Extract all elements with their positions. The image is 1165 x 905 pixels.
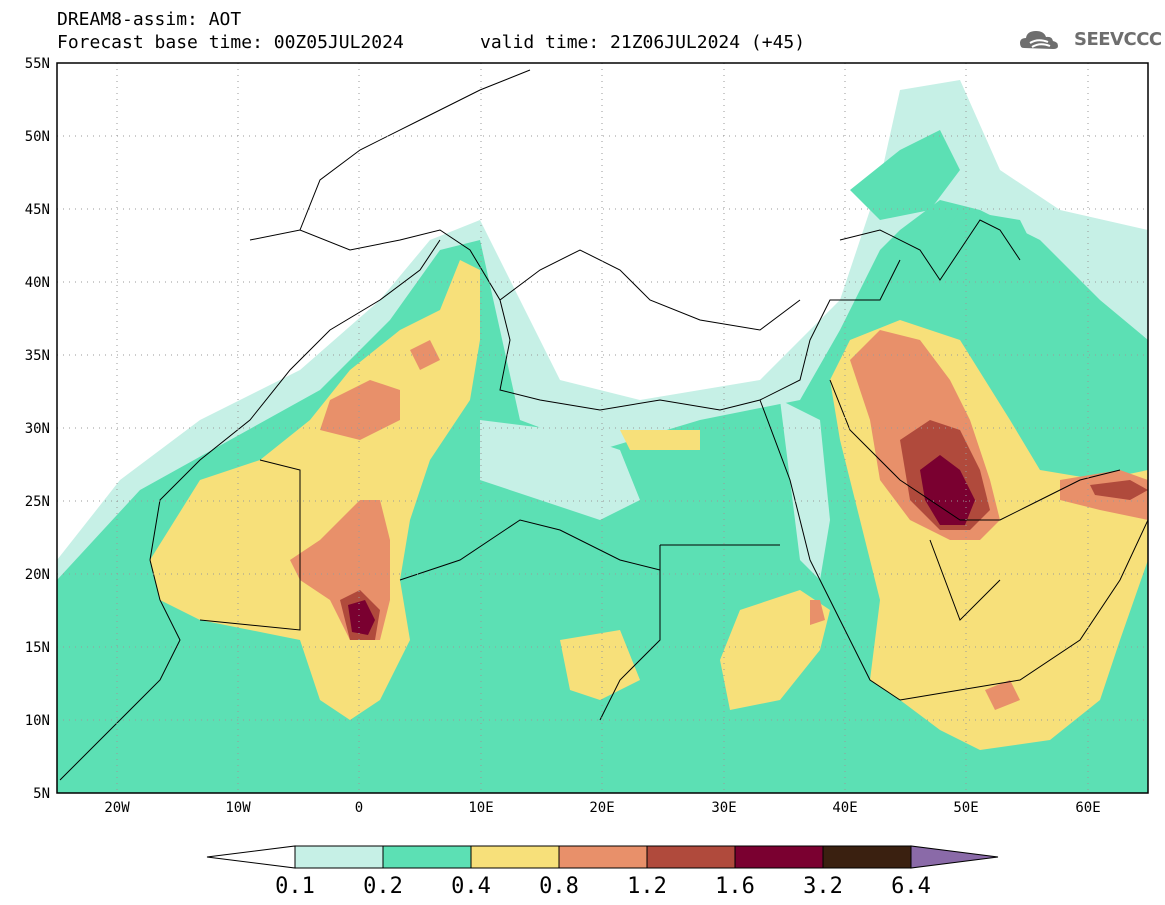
lat-tick: 10N	[25, 713, 50, 729]
aot-clear-redsea	[780, 400, 830, 580]
lon-axis: 20W 10W 0 10E 20E 30E 40E 50E 60E	[104, 800, 1100, 816]
aot-fields	[57, 63, 1148, 793]
colorbar-labels: 0.1 0.2 0.4 0.8 1.2 1.6 3.2 6.4	[275, 874, 931, 899]
lat-tick: 30N	[25, 421, 50, 437]
colorbar	[206, 845, 999, 869]
logo-text: SEEVCCC	[1074, 29, 1162, 50]
colorbar-segment	[558, 845, 648, 869]
aot-level-0.8-north	[410, 340, 440, 370]
lat-tick: 20N	[25, 567, 50, 583]
lon-tick: 20E	[589, 800, 614, 816]
aot-level-0.8-yemen	[985, 680, 1020, 710]
lon-tick: 0	[355, 800, 363, 816]
colorbar-label: 0.2	[363, 874, 403, 899]
aot-level-1.6-mali	[348, 600, 375, 635]
colorbar-label: 1.6	[715, 874, 755, 899]
colorbar-segment	[910, 845, 999, 869]
map-title: DREAM8-assim: AOT	[57, 9, 242, 30]
colorbar-segment	[734, 845, 824, 869]
aot-level-0.8-algeria	[320, 380, 400, 440]
colorbar-label: 6.4	[891, 874, 931, 899]
valid-time: valid time: 21Z06JUL2024 (+45)	[480, 32, 806, 53]
aot-level-1.6	[920, 455, 975, 525]
colorbar-segment	[646, 845, 736, 869]
lon-tick: 10E	[468, 800, 493, 816]
lat-tick: 35N	[25, 348, 50, 364]
aot-level-0.4-mediterranean	[620, 430, 700, 450]
aot-level-0.2-caspian	[940, 210, 1040, 290]
coastlines	[59, 69, 1148, 781]
forecast-base-time: Forecast base time: 00Z05JUL2024	[57, 32, 404, 53]
colorbar-segment	[294, 845, 384, 869]
lat-tick: 55N	[25, 56, 50, 72]
map-frame	[56, 62, 1149, 794]
colorbar-label: 3.2	[803, 874, 843, 899]
aot-level-0.4-sudan	[720, 590, 830, 710]
lat-axis: 55N 50N 45N 40N 35N 30N 25N 20N 15N 10N …	[25, 56, 50, 802]
colorbar-label: 0.4	[451, 874, 491, 899]
aot-level-0.2-north	[850, 130, 960, 220]
colorbar-label: 1.2	[627, 874, 667, 899]
lon-tick: 20W	[104, 800, 130, 816]
lon-tick: 10W	[225, 800, 251, 816]
colorbar-label: 0.8	[539, 874, 579, 899]
lon-tick: 40E	[832, 800, 857, 816]
lon-tick: 60E	[1075, 800, 1100, 816]
lat-tick: 40N	[25, 275, 50, 291]
aot-level-0.4	[150, 260, 480, 720]
colorbar-segment	[822, 845, 912, 869]
lat-tick: 15N	[25, 640, 50, 656]
aot-level-0.8-ethiopia	[810, 600, 825, 625]
lon-tick: 50E	[953, 800, 978, 816]
colorbar-segment	[470, 845, 560, 869]
colorbar-segment	[206, 845, 296, 869]
lat-tick: 50N	[25, 129, 50, 145]
lat-tick: 45N	[25, 202, 50, 218]
colorbar-segment	[382, 845, 472, 869]
cloud-icon	[1020, 31, 1058, 49]
colorbar-label: 0.1	[275, 874, 315, 899]
aot-clear-libya	[480, 420, 640, 520]
lon-tick: 30E	[711, 800, 736, 816]
aot-level-1.2-oman	[1090, 480, 1148, 500]
lat-tick: 5N	[33, 786, 50, 802]
lat-tick: 25N	[25, 494, 50, 510]
